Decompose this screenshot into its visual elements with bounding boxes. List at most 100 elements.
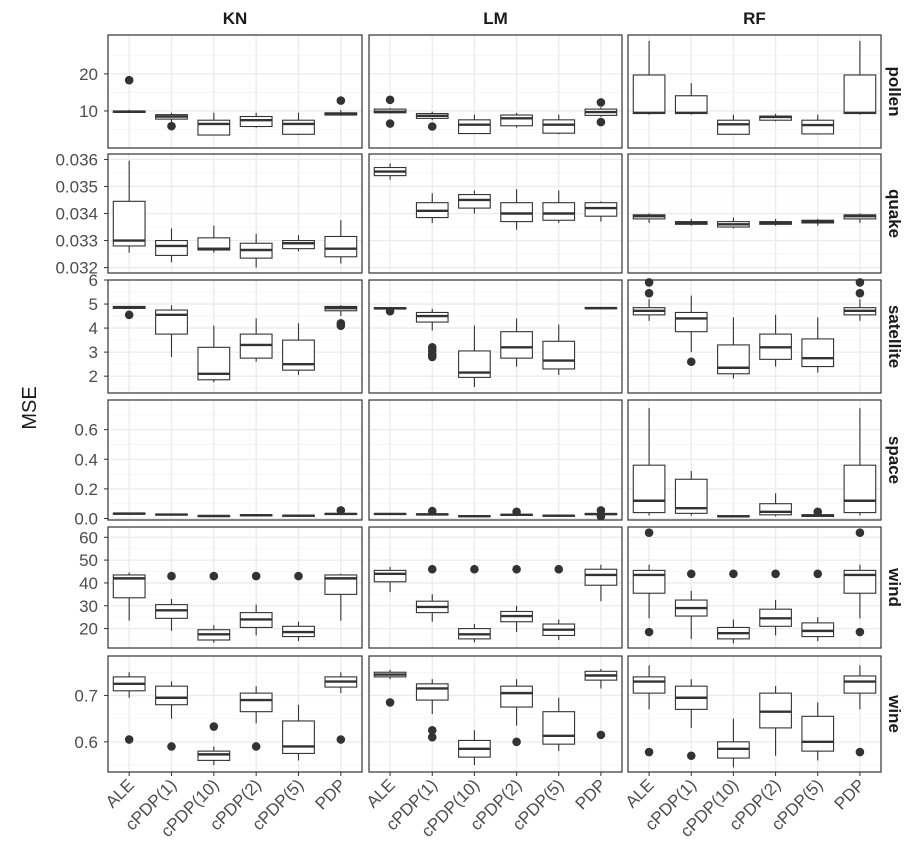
y-tick-label: 0.035	[55, 177, 98, 196]
box-cPDP(1)	[155, 571, 188, 631]
iqr-box	[843, 675, 877, 694]
row-title-quake: quake	[885, 189, 904, 238]
iqr-box	[801, 119, 835, 135]
box-cPDP(5)	[282, 323, 315, 375]
iqr-box	[500, 114, 533, 127]
box-cPDP(5)	[801, 507, 835, 518]
y-tick-label: 0.036	[55, 150, 98, 169]
iqr-box	[324, 235, 358, 258]
panel-lm-quake	[368, 153, 623, 274]
box-cPDP(5)	[542, 324, 576, 375]
box-cPDP(10)	[458, 514, 491, 518]
panel-kn-wine	[107, 655, 363, 773]
panel-background	[628, 35, 881, 148]
box-ALE	[112, 160, 146, 253]
box-PDP	[843, 408, 877, 516]
panel-rf-wind	[627, 526, 882, 649]
box-cPDP(10)	[197, 722, 231, 766]
y-tick-label: 0.7	[74, 686, 98, 705]
box-ALE	[632, 528, 666, 637]
box-PDP	[324, 220, 358, 264]
box-cPDP(10)	[197, 514, 231, 518]
panel-border	[368, 526, 623, 649]
box-cPDP(10)	[717, 569, 750, 644]
box-cPDP(2)	[500, 564, 533, 633]
box-cPDP(1)	[415, 679, 449, 742]
iqr-box	[843, 74, 877, 115]
outlier-point	[686, 751, 696, 761]
box-cPDP(10)	[458, 325, 491, 387]
iqr-box	[197, 119, 231, 136]
box-cPDP(10)	[717, 515, 750, 518]
iqr-box	[542, 340, 576, 370]
box-cPDP(1)	[674, 83, 708, 115]
y-tick-label: 6	[89, 271, 98, 290]
box-cPDP(10)	[717, 114, 750, 135]
box-cPDP(2)	[239, 571, 273, 636]
outlier-point	[813, 569, 823, 579]
y-tick-label: 0.0	[74, 510, 98, 529]
outlier-point	[336, 506, 346, 515]
box-cPDP(1)	[415, 308, 449, 362]
y-tick-label: 30	[79, 597, 98, 616]
x-tick-label: PDP	[312, 775, 350, 813]
outlier-point	[385, 119, 395, 128]
column-title-kn: KN	[223, 9, 248, 28]
outlier-point	[596, 730, 606, 740]
panel-kn-satellite	[107, 279, 363, 394]
box-cPDP(1)	[415, 193, 449, 223]
iqr-box	[542, 202, 576, 221]
panel-background	[369, 35, 622, 148]
outlier-point	[209, 722, 219, 731]
panel-rf-pollen	[627, 34, 882, 149]
row-title-space: space	[885, 436, 904, 484]
iqr-box	[542, 119, 576, 134]
outlier-point	[813, 507, 823, 517]
outlier-point	[855, 278, 865, 287]
outlier-point	[167, 121, 176, 131]
iqr-box	[584, 568, 618, 586]
panel-lm-space	[368, 399, 623, 521]
iqr-box	[674, 311, 708, 333]
y-tick-label: 0.6	[74, 421, 98, 440]
outlier-point	[427, 564, 437, 574]
panel-background	[108, 400, 362, 520]
box-cPDP(2)	[759, 113, 792, 122]
panel-rf-space	[627, 399, 882, 521]
box-cPDP(1)	[674, 679, 708, 761]
iqr-box	[843, 464, 877, 514]
box-PDP	[584, 201, 618, 222]
iqr-box	[239, 692, 273, 713]
box-ALE	[373, 512, 407, 516]
iqr-box	[112, 574, 146, 599]
iqr-box	[324, 574, 358, 595]
box-cPDP(5)	[542, 564, 576, 641]
box-cPDP(5)	[801, 702, 835, 761]
panel-border	[368, 655, 623, 773]
iqr-box	[282, 339, 315, 371]
panel-lm-wine	[368, 655, 623, 773]
iqr-box	[542, 711, 576, 745]
outlier-point	[729, 569, 738, 579]
outlier-point	[427, 732, 437, 742]
outlier-point	[209, 571, 219, 581]
panel-kn-pollen	[107, 34, 363, 149]
y-tick-label: 0.033	[55, 232, 98, 251]
x-tick-label: PDP	[831, 775, 869, 813]
iqr-box	[632, 74, 666, 115]
panel-rf-satellite	[627, 278, 882, 394]
outlier-point	[427, 122, 437, 131]
y-tick-label: 5	[89, 295, 98, 314]
panel-border	[627, 655, 882, 773]
outlier-point	[336, 321, 346, 330]
panel-border	[627, 34, 882, 149]
box-cPDP(10)	[458, 564, 491, 643]
column-strip-titles: KN LM RF	[223, 9, 766, 28]
box-cPDP(2)	[500, 318, 533, 367]
iqr-box	[632, 676, 666, 694]
panel-border	[627, 279, 882, 394]
box-cPDP(5)	[282, 704, 315, 761]
box-PDP	[324, 672, 358, 744]
